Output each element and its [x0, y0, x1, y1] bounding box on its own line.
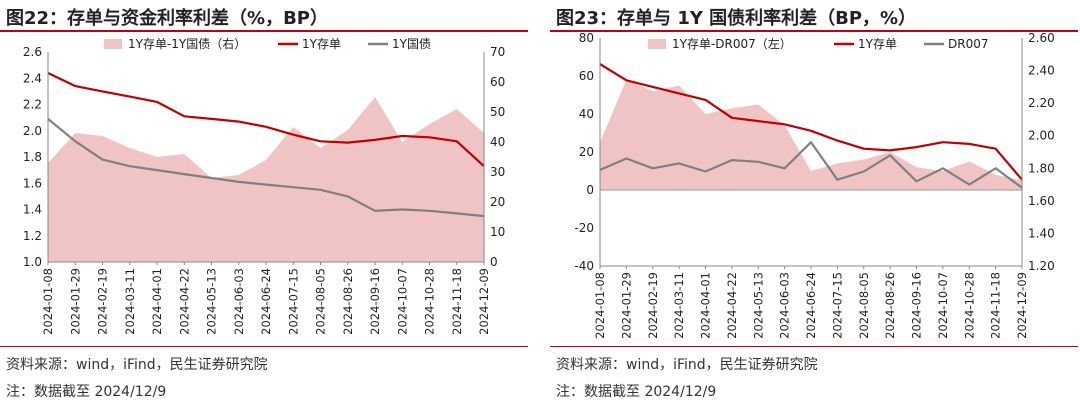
title-rule — [550, 30, 1078, 32]
x-tick-label: 2024-07-15 — [286, 268, 300, 335]
right-tick-label: 2.60 — [1028, 32, 1055, 45]
left-tick-label: -20 — [574, 221, 594, 235]
right-tick-label: 2.00 — [1028, 129, 1055, 143]
x-tick-label: 2024-03-11 — [123, 268, 137, 335]
chart-plot: -40 -20 0 20 40 60 80 1.20 1.40 1.60 1.80 2.00 2.20 2… — [574, 32, 1055, 339]
area-series — [600, 79, 1022, 190]
chart-panel-right: 图23：存单与 1Y 国债利率利差（BP，%） -40 -20 0 20 40 60 80 1… — [550, 0, 1080, 408]
right-tick-label: 20 — [490, 195, 505, 209]
footer-rule — [0, 346, 528, 347]
left-tick-label: 2.2 — [23, 98, 42, 112]
x-tick-label: 2024-06-03 — [232, 268, 246, 335]
note-text: 注：数据截至 2024/12/9 — [6, 384, 167, 400]
left-tick-label: 40 — [579, 107, 594, 121]
right-tick-label: 60 — [490, 75, 505, 89]
x-tick-label: 2024-10-07 — [936, 272, 950, 339]
x-tick-label: 2024-06-03 — [778, 272, 792, 339]
right-tick-label: 1.20 — [1028, 259, 1055, 273]
x-tick-label: 2024-04-22 — [177, 268, 191, 335]
x-tick-label: 2024-07-15 — [830, 272, 844, 339]
x-tick-label: 2024-10-07 — [395, 268, 409, 335]
title-rule — [0, 30, 528, 32]
x-tick-label: 2024-08-05 — [857, 272, 871, 339]
chart-title: 图23：存单与 1Y 国债利率利差（BP，%） — [556, 8, 917, 29]
right-tick-label: 0 — [490, 255, 498, 269]
right-tick-label: 10 — [490, 225, 505, 239]
left-tick-label: 2.6 — [23, 45, 42, 59]
x-tick-label: 2024-06-24 — [259, 268, 273, 335]
left-tick-label: 1.8 — [23, 150, 42, 164]
x-tick-label: 2024-04-01 — [699, 272, 713, 339]
x-tick-label: 2024-09-16 — [910, 272, 924, 339]
note-text: 注：数据截至 2024/12/9 — [556, 384, 717, 400]
line-series — [47, 118, 485, 218]
source-text: 资料来源：wind，iFind，民生证券研究院 — [556, 357, 818, 373]
x-tick-label: 2024-01-29 — [619, 272, 633, 339]
x-tick-label: 2024-01-29 — [68, 268, 82, 335]
x-tick-label: 2024-02-19 — [646, 272, 660, 339]
x-tick-label: 2024-11-18 — [989, 272, 1003, 339]
legend-label: 1Y存单-1Y国债（右） — [128, 36, 246, 51]
area-series — [48, 97, 484, 262]
left-tick-label: -40 — [574, 259, 594, 273]
x-tick-label: 2024-08-05 — [314, 268, 328, 335]
line-series — [599, 63, 1023, 181]
x-tick-label: 2024-12-09 — [1015, 272, 1029, 339]
x-tick-label: 2024-06-24 — [804, 272, 818, 339]
left-tick-label: 0 — [586, 183, 594, 197]
legend-swatch — [104, 39, 122, 49]
x-tick-label: 2024-09-16 — [368, 268, 382, 335]
right-tick-label: 1.40 — [1028, 226, 1055, 240]
legend-label: 1Y存单-DR007（左） — [672, 36, 792, 51]
line-series — [47, 72, 485, 168]
chart-plot: 1.0 1.2 1.4 1.6 1.8 2.0 2.2 2.4 2.6 0 10 20 30 40 50 60… — [23, 36, 505, 335]
right-tick-label: 30 — [490, 165, 505, 179]
left-tick-label: 2.0 — [23, 124, 42, 138]
x-tick-label: 2024-12-09 — [477, 268, 491, 335]
line-series — [599, 141, 1023, 189]
x-tick-label: 2024-04-22 — [725, 272, 739, 339]
x-tick-label: 2024-08-26 — [341, 268, 355, 335]
right-tick-label: 70 — [490, 45, 505, 59]
right-tick-label: 2.20 — [1028, 96, 1055, 110]
left-tick-label: 1.2 — [23, 229, 42, 243]
right-tick-label: 1.80 — [1028, 161, 1055, 175]
source-text: 资料来源：wind，iFind，民生证券研究院 — [6, 357, 268, 373]
left-tick-label: 1.6 — [23, 176, 42, 190]
x-tick-label: 2024-10-28 — [962, 272, 976, 339]
left-tick-label: 1.0 — [23, 255, 42, 269]
x-tick-label: 2024-02-19 — [96, 268, 110, 335]
legend-label: 1Y国债 — [392, 37, 431, 51]
legend-label: 1Y存单 — [858, 37, 897, 51]
right-tick-label: 2.40 — [1028, 64, 1055, 78]
left-tick-label: 2.4 — [23, 71, 42, 85]
x-tick-label: 2024-05-13 — [205, 268, 219, 335]
x-tick-label: 2024-03-11 — [672, 272, 686, 339]
legend-label: 1Y存单 — [302, 37, 341, 51]
x-tick-label: 2024-01-08 — [41, 268, 55, 335]
legend-label: DR007 — [948, 37, 988, 51]
x-tick-label: 2024-10-28 — [423, 268, 437, 335]
right-tick-label: 1.60 — [1028, 194, 1055, 208]
left-tick-label: 1.4 — [23, 203, 42, 217]
x-tick-label: 2024-04-01 — [150, 268, 164, 335]
legend-swatch — [648, 39, 666, 49]
left-tick-label: 60 — [579, 69, 594, 83]
chart-title: 图22：存单与资金利率利差（%，BP） — [6, 8, 328, 29]
right-tick-label: 50 — [490, 105, 505, 119]
x-tick-label: 2024-01-08 — [593, 272, 607, 339]
left-tick-label: 20 — [579, 145, 594, 159]
right-tick-label: 40 — [490, 135, 505, 149]
left-tick-label: 80 — [579, 32, 594, 45]
footer-rule — [550, 346, 1078, 347]
chart-panel-left: 图22：存单与资金利率利差（%，BP） 1.0 1.2 1.4 1.6 1.8 2.0 2.… — [0, 0, 530, 408]
x-tick-label: 2024-05-13 — [751, 272, 765, 339]
x-tick-label: 2024-11-18 — [450, 268, 464, 335]
x-tick-label: 2024-08-26 — [883, 272, 897, 339]
